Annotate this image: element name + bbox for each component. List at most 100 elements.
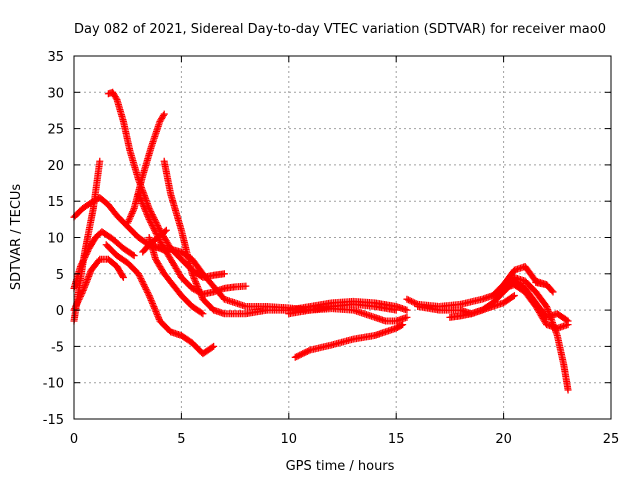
- y-tick-label: 5: [56, 268, 64, 283]
- data-point: [75, 296, 83, 304]
- data-point: [392, 306, 400, 314]
- data-point: [144, 212, 152, 220]
- data-point: [149, 300, 157, 308]
- data-point: [297, 350, 305, 358]
- series-arc-20: [532, 279, 557, 296]
- data-point: [96, 157, 104, 165]
- data-point: [190, 275, 198, 283]
- data-point: [78, 260, 86, 268]
- data-point: [147, 220, 155, 228]
- series-arc-12: [145, 226, 170, 249]
- data-point: [153, 311, 161, 319]
- x-tick-label: 25: [603, 432, 620, 447]
- data-point: [403, 313, 411, 321]
- data-point: [161, 227, 169, 235]
- data-point: [154, 312, 162, 320]
- data-point: [549, 288, 557, 296]
- data-point: [143, 287, 151, 295]
- data-point: [150, 225, 158, 233]
- y-tick-label: 0: [56, 304, 64, 319]
- data-point: [160, 110, 168, 118]
- data-point: [127, 211, 135, 219]
- data-point: [84, 247, 92, 255]
- data-point: [140, 204, 148, 212]
- data-point: [397, 321, 405, 329]
- data-point: [126, 214, 134, 222]
- x-tick-label: 15: [388, 432, 405, 447]
- data-point: [153, 309, 161, 317]
- data-point: [141, 284, 149, 292]
- data-point: [129, 208, 137, 216]
- data-point: [136, 193, 144, 201]
- data-point: [119, 273, 127, 281]
- series-arc-14: [285, 305, 411, 325]
- data-point: [138, 199, 146, 207]
- data-point: [82, 250, 90, 258]
- chart-title: Day 082 of 2021, Sidereal Day-to-day VTE…: [74, 22, 606, 37]
- series-arc-5: [104, 88, 228, 281]
- data-point: [406, 297, 414, 305]
- data-point: [145, 215, 153, 223]
- data-point: [140, 203, 148, 211]
- data-point: [142, 209, 150, 217]
- data-point: [242, 282, 250, 290]
- data-point: [293, 353, 301, 361]
- data-point: [155, 314, 163, 322]
- data-point: [125, 216, 133, 224]
- data-point: [208, 343, 216, 351]
- data-point: [191, 278, 199, 286]
- data-point: [145, 214, 153, 222]
- data-point: [141, 206, 149, 214]
- y-tick-label: 20: [47, 159, 64, 174]
- data-point: [194, 288, 202, 296]
- data-point: [137, 274, 145, 282]
- data-point: [80, 255, 88, 263]
- data-point: [210, 342, 218, 350]
- data-point: [151, 304, 159, 312]
- data-point: [404, 296, 412, 304]
- y-tick-label: -5: [51, 340, 64, 355]
- data-point: [143, 211, 151, 219]
- series-arc-19: [500, 273, 572, 394]
- data-point: [124, 217, 132, 225]
- data-point: [510, 292, 518, 300]
- data-point: [134, 270, 142, 278]
- data-point: [77, 291, 85, 299]
- y-tick-label: 30: [47, 86, 64, 101]
- data-point: [150, 303, 158, 311]
- data-point: [191, 286, 199, 294]
- data-point: [198, 309, 206, 317]
- data-point: [147, 296, 155, 304]
- data-point: [300, 349, 308, 357]
- data-point: [139, 279, 147, 287]
- data-point: [296, 351, 304, 359]
- data-points: [70, 88, 572, 394]
- data-point: [162, 226, 170, 234]
- data-point: [144, 290, 152, 298]
- data-point: [138, 276, 146, 284]
- data-point: [129, 206, 137, 214]
- data-point: [291, 353, 299, 361]
- data-point: [302, 348, 310, 356]
- data-point: [142, 285, 150, 293]
- y-tick-label: 10: [47, 232, 64, 247]
- series-arc-13: [291, 321, 407, 361]
- data-point: [119, 272, 127, 280]
- data-point: [299, 350, 307, 358]
- data-point: [129, 251, 137, 259]
- data-point: [509, 292, 517, 300]
- x-axis-label: GPS time / hours: [286, 459, 395, 474]
- data-point: [79, 258, 87, 266]
- data-point: [138, 198, 146, 206]
- data-point: [564, 321, 572, 329]
- y-axis-label: SDTVAR / TECUs: [9, 184, 24, 291]
- data-point: [71, 305, 79, 313]
- data-point: [191, 276, 199, 284]
- data-point: [146, 293, 154, 301]
- data-point: [151, 226, 159, 234]
- data-point: [147, 218, 155, 226]
- x-tick-label: 0: [70, 432, 78, 447]
- data-point: [193, 281, 201, 289]
- data-point: [128, 209, 136, 217]
- data-point: [135, 192, 143, 200]
